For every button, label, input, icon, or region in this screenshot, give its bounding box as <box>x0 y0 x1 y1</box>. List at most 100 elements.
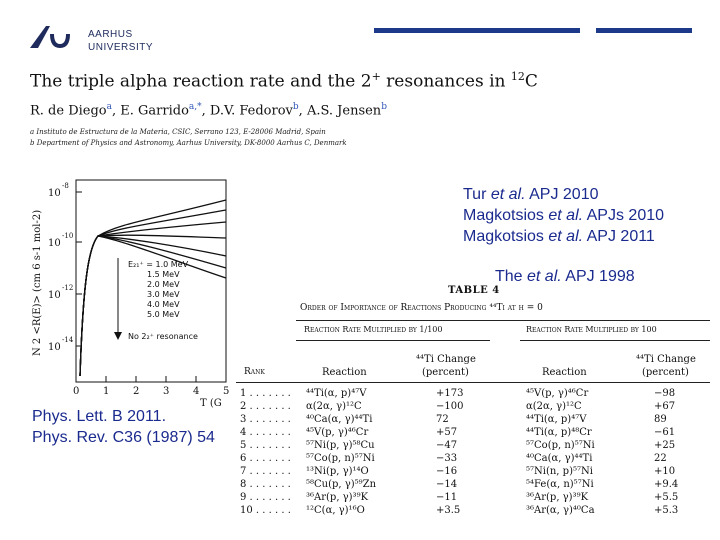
row-reaction-left: ⁴⁰Ca(α, γ)⁴⁴Ti <box>306 414 373 425</box>
row-change-right: −61 <box>654 427 676 438</box>
row-reaction-right: ⁴⁴Ti(α, p)⁴⁸Cr <box>526 427 592 438</box>
row-rank: 3 . . . . . . . <box>240 414 291 425</box>
row-change-left: −47 <box>436 440 458 451</box>
y-axis-label: N 2 <R(E)> (cm 6 s-1 mol-2) <box>32 210 43 356</box>
phys-references: Phys. Lett. B 2011. Phys. Rev. C36 (1987… <box>32 406 215 448</box>
ref-the-1998: The et al. APJ 1998 <box>495 268 635 285</box>
row-reaction-left: ⁵⁷Ni(p, γ)⁵⁸Cu <box>306 440 375 451</box>
row-reaction-left: ³⁶Ar(p, γ)³⁹K <box>306 492 369 503</box>
aarhus-logo <box>28 22 78 57</box>
row-reaction-left: ¹³Ni(p, γ)¹⁴O <box>306 466 369 477</box>
legend-label: No 2₂⁺ resonance <box>128 332 198 341</box>
x-tick-label: 3 <box>163 386 169 397</box>
row-reaction-right: ⁴⁰Ca(α, γ)⁴⁴Ti <box>526 453 593 464</box>
col-header-reaction: Reaction <box>322 367 367 378</box>
x-tick-label: 4 <box>193 386 199 397</box>
logo-line-1: AARHUS <box>88 29 133 40</box>
row-reaction-right: ⁵⁷Ni(n, p)⁵⁷Ni <box>526 466 593 477</box>
row-reaction-right: ³⁶Ar(p, γ)³⁹K <box>526 492 589 503</box>
row-change-right: +67 <box>654 401 676 412</box>
col-header-rank: Rank <box>244 367 265 377</box>
x-tick-label: 2 <box>133 386 139 397</box>
svg-text:-8: -8 <box>62 182 69 190</box>
x-axis-label: T (G <box>200 398 222 409</box>
row-reaction-right: ⁵⁷Co(p, n)⁵⁷Ni <box>526 440 595 451</box>
table-title: TABLE 4 <box>448 285 500 296</box>
row-reaction-right: ⁵⁴Fe(α, n)⁵⁷Ni <box>526 479 594 490</box>
row-change-left: +173 <box>436 388 464 399</box>
row-rank: 10 . . . . . . <box>240 505 291 516</box>
header-bar-left <box>374 28 580 33</box>
x-tick-label: 5 <box>223 386 229 397</box>
row-reaction-right: ³⁶Ar(α, γ)⁴⁰Ca <box>526 505 595 516</box>
reactions-table: Reaction Rate Multiplied by 1/100 Reacti… <box>236 316 710 526</box>
row-change-right: +25 <box>654 440 676 451</box>
row-change-right: 89 <box>654 414 667 425</box>
row-change-left: −33 <box>436 453 458 464</box>
legend-label: 5.0 MeV <box>147 310 180 319</box>
row-change-right: +5.3 <box>654 505 679 516</box>
row-reaction-left: ⁴⁵V(p, γ)⁴⁶Cr <box>306 427 369 438</box>
x-tick-label: 0 <box>73 386 79 397</box>
row-reaction-right: ⁴⁵V(p, γ)⁴⁶Cr <box>526 388 589 399</box>
row-change-right: +5.5 <box>654 492 679 503</box>
col-header-percent: (percent) <box>422 367 469 378</box>
affiliation-a: a Instituto de Estructura de la Materia,… <box>30 128 326 136</box>
ref-phys-rev: Phys. Rev. C36 (1987) 54 <box>32 429 215 446</box>
ref-tur: Tur et al. APJ 2010 <box>463 186 599 203</box>
col-header-change: ⁴⁴Ti Change <box>416 354 476 365</box>
row-reaction-left: ⁴⁴Ti(α, p)⁴⁷V <box>306 388 367 399</box>
col-header-change-right: ⁴⁴Ti Change <box>636 354 696 365</box>
x-tick-label: 1 <box>103 386 109 397</box>
legend-label: E₂₁⁺ = 1.0 MeV <box>128 260 189 269</box>
y-tick-label: 10 <box>48 188 61 199</box>
ref-phys-lett: Phys. Lett. B 2011. <box>32 408 167 425</box>
row-rank: 2 . . . . . . . <box>240 401 291 412</box>
row-rank: 6 . . . . . . . <box>240 453 291 464</box>
row-rank: 1 . . . . . . . <box>240 388 291 399</box>
row-change-left: 72 <box>436 414 449 425</box>
row-rank: 9 . . . . . . . <box>240 492 291 503</box>
row-reaction-left: ¹²C(α, γ)¹⁶O <box>306 505 365 516</box>
row-rank: 8 . . . . . . . <box>240 479 291 490</box>
row-change-right: +9.4 <box>654 479 679 490</box>
row-change-left: −16 <box>436 466 458 477</box>
row-rank: 7 . . . . . . . <box>240 466 291 477</box>
row-reaction-right: α(2α, γ)¹²C <box>526 401 582 412</box>
reference-list: Tur et al. APJ 2010 Magkotsios et al. AP… <box>463 184 664 247</box>
ref-magkotsios-2010: Magkotsios et al. APJs 2010 <box>463 207 665 224</box>
row-change-right: 22 <box>654 453 667 464</box>
row-reaction-right: ⁴⁴Ti(α, p)⁴⁷V <box>526 414 587 425</box>
university-name: AARHUS UNIVERSITY <box>88 28 153 54</box>
row-change-left: +3.5 <box>436 505 461 516</box>
row-change-left: +57 <box>436 427 458 438</box>
svg-text:-14: -14 <box>62 336 74 344</box>
aarhus-seal-icon <box>30 26 70 48</box>
row-rank: 4 . . . . . . . <box>240 427 291 438</box>
y-tick-label: 10 <box>48 290 61 301</box>
row-change-left: −100 <box>436 401 464 412</box>
row-reaction-left: ⁵⁸Cu(p, γ)⁵⁹Zn <box>306 479 377 490</box>
paper-title: The triple alpha reaction rate and the 2… <box>30 70 538 92</box>
row-change-right: +10 <box>654 466 676 477</box>
logo-line-2: UNIVERSITY <box>88 42 154 53</box>
row-change-left: −11 <box>436 492 458 503</box>
right-group-header: Reaction Rate Multiplied by 100 <box>526 325 657 334</box>
row-change-left: −14 <box>436 479 458 490</box>
ref-magkotsios-2011: Magkotsios et al. APJ 2011 <box>463 228 655 245</box>
table-subtitle: Order of Importance of Reactions Produci… <box>300 303 543 313</box>
paper-authors: R. de Diegoa, E. Garridoa,*, D.V. Fedoro… <box>30 102 387 119</box>
legend-label: 4.0 MeV <box>147 300 180 309</box>
row-rank: 5 . . . . . . . <box>240 440 291 451</box>
legend-label: 3.0 MeV <box>147 290 180 299</box>
y-tick-label: 10 <box>48 342 61 353</box>
reaction-rate-plot: 10-8 10-10 10-12 10-14 0 1 2 3 4 5 T (G … <box>32 179 229 409</box>
affiliation-b: b Department of Physics and Astronomy, A… <box>30 139 347 147</box>
row-change-right: −98 <box>654 388 676 399</box>
svg-text:-10: -10 <box>62 232 73 240</box>
row-reaction-left: ⁵⁷Co(p, n)⁵⁷Ni <box>306 453 375 464</box>
row-reaction-left: α(2α, γ)¹²C <box>306 401 362 412</box>
col-header-percent-right: (percent) <box>642 367 689 378</box>
legend-label: 1.5 MeV <box>147 270 180 279</box>
col-header-reaction-right: Reaction <box>542 367 587 378</box>
